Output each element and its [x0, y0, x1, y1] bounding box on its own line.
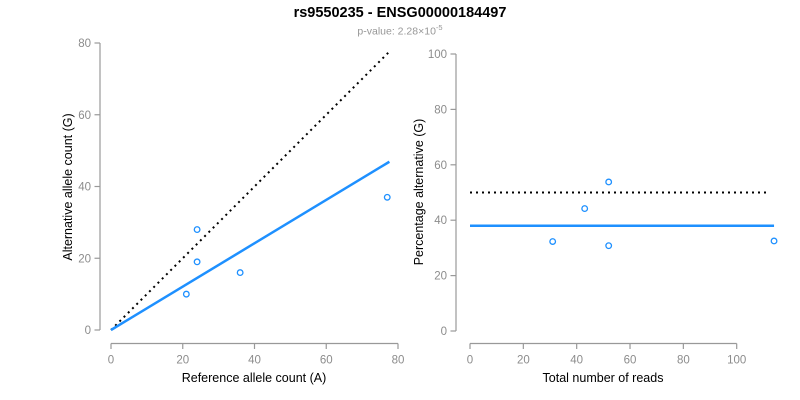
x-tick-label: 80	[677, 355, 690, 367]
x-tick-label: 40	[570, 355, 583, 367]
identity-line	[110, 51, 390, 331]
left-y-axis-title: Alternative allele count (G)	[61, 113, 75, 261]
y-tick-label: 40	[78, 182, 91, 194]
data-point	[236, 269, 244, 277]
page-title: rs9550235 - ENSG00000184497	[293, 5, 507, 21]
y-tick-label: 60	[434, 160, 447, 172]
data-point	[193, 258, 201, 266]
data-point	[383, 193, 391, 201]
x-tick-label: 0	[108, 355, 114, 367]
y-tick-label: 20	[434, 271, 447, 283]
x-tick-label: 100	[727, 355, 746, 367]
fit-line	[110, 160, 391, 332]
p-value-subtitle: p-value: 2.28×10-5	[0, 23, 800, 38]
panel-allele-counts: 0 20 40 60 80 0 20 40 60 80	[78, 38, 404, 366]
panel-percentage-alternative: 0 20 40 60 80 100 0 20 40 60 80 100	[428, 49, 778, 367]
x-tick-label: 80	[392, 355, 405, 367]
p-value-text: p-value: 2.28×10	[357, 25, 436, 38]
data-point	[770, 237, 778, 245]
x-tick-label: 0	[467, 355, 473, 367]
data-point	[605, 178, 613, 186]
data-point	[193, 226, 201, 233]
y-tick-label: 60	[78, 110, 91, 122]
y-tick-label: 40	[434, 215, 447, 227]
x-tick-label: 60	[320, 355, 333, 367]
data-point	[182, 290, 190, 298]
x-tick-label: 60	[624, 355, 637, 367]
right-y-axis-title: Percentage alternative (G)	[412, 118, 426, 266]
x-tick-label: 20	[176, 355, 189, 367]
x-tick-label: 40	[248, 355, 261, 367]
left-x-axis-title: Reference allele count (A)	[181, 371, 327, 385]
data-point	[605, 242, 613, 250]
p-value-exponent: -5	[435, 23, 443, 32]
y-tick-label: 0	[441, 326, 447, 338]
y-tick-label: 80	[78, 38, 91, 50]
y-tick-label: 100	[428, 49, 447, 61]
right-x-axis-title: Total number of reads	[542, 371, 664, 385]
y-tick-label: 20	[78, 253, 91, 265]
data-point	[549, 238, 557, 245]
x-tick-label: 20	[517, 355, 530, 367]
data-point	[581, 205, 589, 213]
y-tick-label: 80	[434, 104, 447, 116]
y-tick-label: 0	[85, 325, 91, 337]
